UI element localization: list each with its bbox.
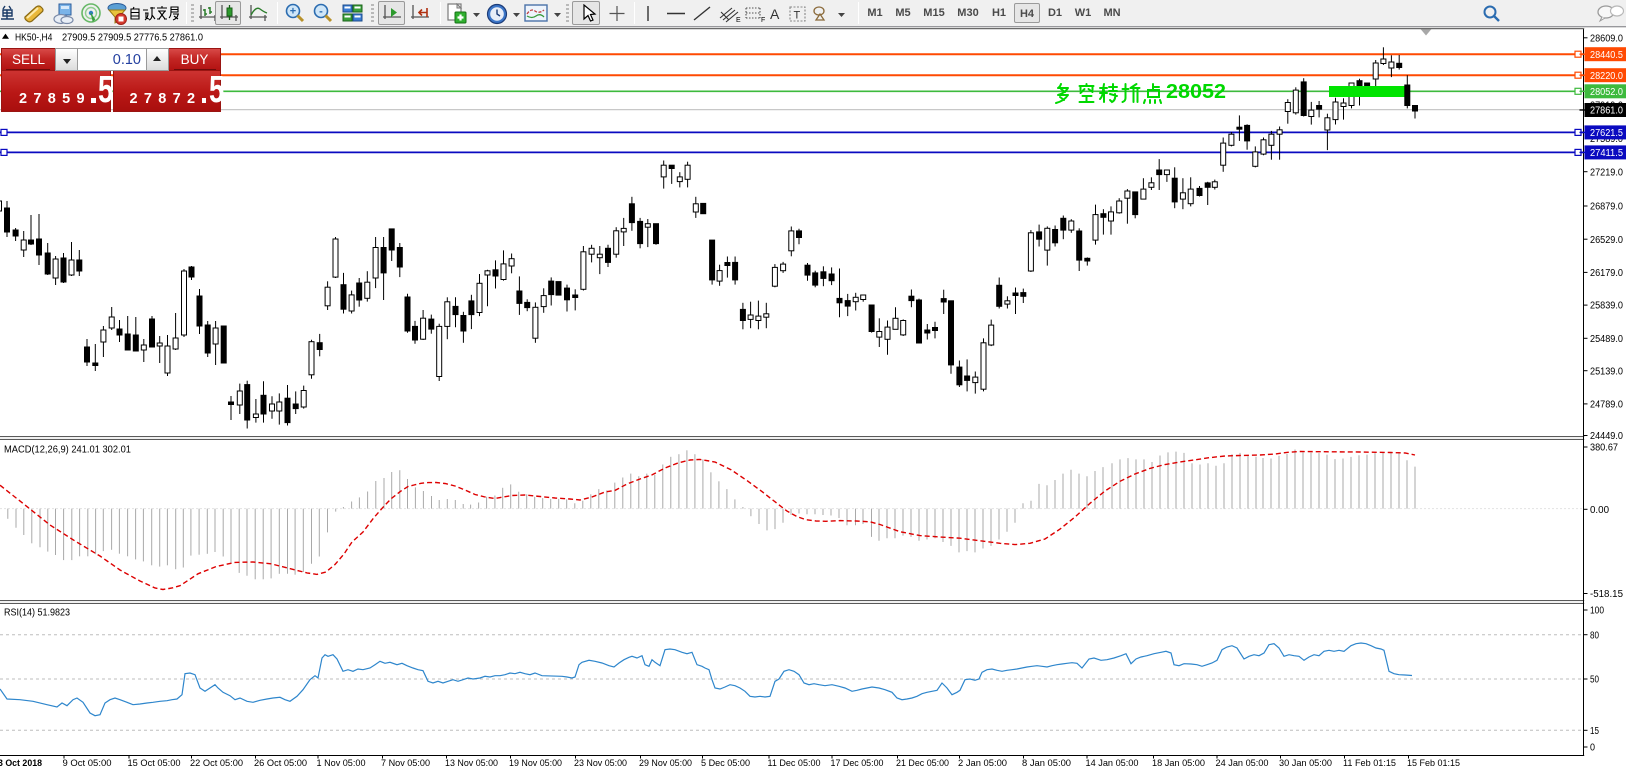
- svg-text:+: +: [290, 6, 296, 18]
- svg-text:8 Jan 05:00: 8 Jan 05:00: [1022, 758, 1071, 769]
- svg-text:HK50-,H4: HK50-,H4: [15, 33, 53, 44]
- svg-text:27219.0: 27219.0: [1590, 167, 1623, 178]
- svg-text:24789.0: 24789.0: [1590, 400, 1623, 411]
- svg-text:F: F: [761, 17, 765, 24]
- svg-text:0.00: 0.00: [1590, 505, 1609, 516]
- svg-text:25139.0: 25139.0: [1590, 366, 1623, 377]
- svg-text:2 Jan 05:00: 2 Jan 05:00: [958, 758, 1007, 769]
- svg-text:25839.0: 25839.0: [1590, 301, 1623, 312]
- svg-text:22 Oct 05:00: 22 Oct 05:00: [190, 758, 243, 769]
- svg-text:80: 80: [1590, 630, 1599, 641]
- svg-text:25489.0: 25489.0: [1590, 334, 1623, 345]
- svg-text:1 Nov 05:00: 1 Nov 05:00: [317, 758, 366, 769]
- svg-text:T: T: [794, 10, 801, 22]
- svg-text:11 Feb 01:15: 11 Feb 01:15: [1343, 758, 1396, 769]
- svg-text:19 Nov 05:00: 19 Nov 05:00: [509, 758, 562, 769]
- svg-text:-: -: [319, 6, 323, 18]
- svg-text:27621.5: 27621.5: [1590, 128, 1623, 139]
- svg-text:28052: 28052: [1166, 80, 1226, 103]
- svg-text:A: A: [770, 6, 780, 22]
- svg-text:11 Dec 05:00: 11 Dec 05:00: [768, 758, 821, 769]
- svg-text:50: 50: [1590, 675, 1599, 686]
- svg-text:21 Dec 05:00: 21 Dec 05:00: [896, 758, 949, 769]
- svg-text:5 Dec 05:00: 5 Dec 05:00: [701, 758, 750, 769]
- svg-text:27411.5: 27411.5: [1590, 148, 1623, 159]
- svg-text:28220.0: 28220.0: [1590, 71, 1623, 82]
- svg-text:14 Jan 05:00: 14 Jan 05:00: [1086, 758, 1139, 769]
- svg-text:24 Jan 05:00: 24 Jan 05:00: [1216, 758, 1269, 769]
- svg-text:3 Oct 2018: 3 Oct 2018: [0, 758, 42, 769]
- svg-text:-518.15: -518.15: [1590, 589, 1623, 600]
- svg-text:24449.0: 24449.0: [1590, 431, 1623, 442]
- svg-text:15 Oct 05:00: 15 Oct 05:00: [128, 758, 181, 769]
- svg-text:23 Nov 05:00: 23 Nov 05:00: [574, 758, 627, 769]
- svg-text:17 Dec 05:00: 17 Dec 05:00: [831, 758, 884, 769]
- svg-text:E: E: [736, 17, 741, 24]
- svg-text:380.67: 380.67: [1590, 443, 1618, 454]
- svg-text:9 Oct 05:00: 9 Oct 05:00: [63, 758, 112, 769]
- svg-text:15: 15: [1590, 726, 1599, 737]
- svg-text:27861.0: 27861.0: [1590, 106, 1623, 117]
- svg-text:0: 0: [1590, 743, 1595, 754]
- svg-text:28052.0: 28052.0: [1590, 87, 1623, 98]
- svg-text:26879.0: 26879.0: [1590, 202, 1623, 213]
- svg-text:28440.5: 28440.5: [1590, 50, 1623, 61]
- svg-text:29 Nov 05:00: 29 Nov 05:00: [639, 758, 692, 769]
- svg-text:26 Oct 05:00: 26 Oct 05:00: [254, 758, 307, 769]
- svg-text:28609.0: 28609.0: [1590, 33, 1623, 44]
- svg-text:MACD(12,26,9) 241.01 302.01: MACD(12,26,9) 241.01 302.01: [4, 445, 131, 456]
- svg-text:RSI(14) 51.9823: RSI(14) 51.9823: [4, 608, 70, 619]
- svg-text:13 Nov 05:00: 13 Nov 05:00: [445, 758, 498, 769]
- svg-text:27909.5 27909.5 27776.5 27861.: 27909.5 27909.5 27776.5 27861.0: [62, 33, 203, 44]
- svg-text:15 Feb 01:15: 15 Feb 01:15: [1407, 758, 1460, 769]
- svg-text:100: 100: [1590, 606, 1604, 617]
- svg-text:18 Jan 05:00: 18 Jan 05:00: [1152, 758, 1205, 769]
- svg-text:26529.0: 26529.0: [1590, 235, 1623, 246]
- svg-text:26179.0: 26179.0: [1590, 268, 1623, 279]
- svg-text:7 Nov 05:00: 7 Nov 05:00: [381, 758, 430, 769]
- svg-text:30 Jan 05:00: 30 Jan 05:00: [1279, 758, 1332, 769]
